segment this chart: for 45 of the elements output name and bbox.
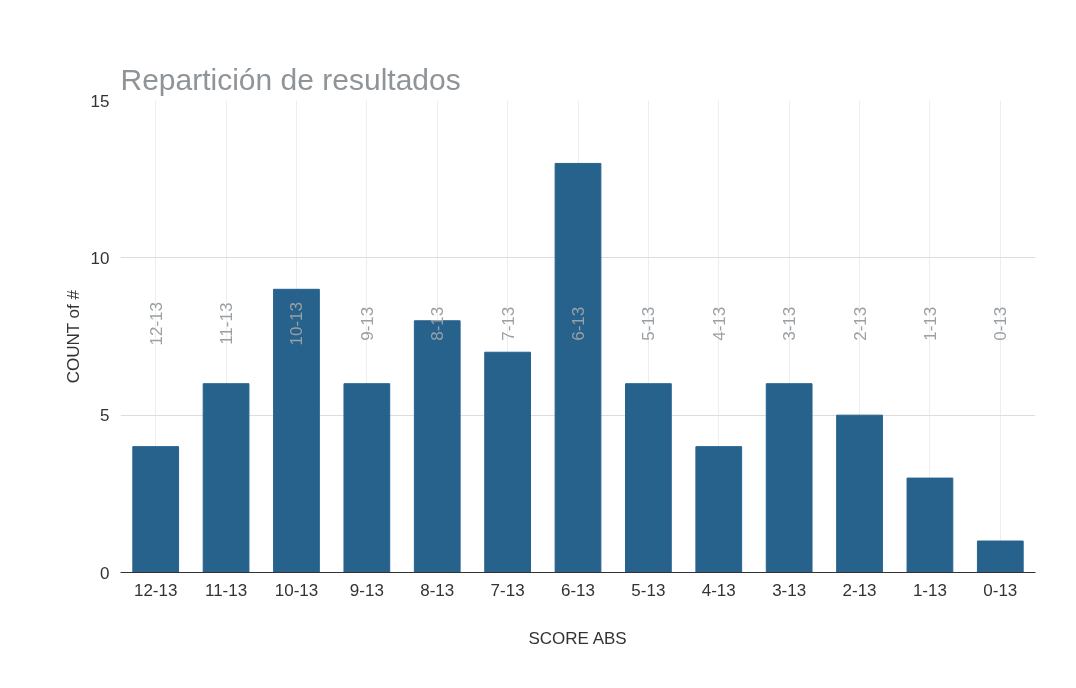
x-tick-label: 10-13	[274, 580, 319, 600]
bar	[273, 288, 320, 573]
x-tick-label: 9-13	[349, 580, 384, 600]
bar	[906, 477, 954, 573]
annotation: 7-13	[498, 306, 518, 341]
x-axis-title: SCORE ABS	[528, 628, 627, 648]
annotation: 1-13	[920, 306, 940, 341]
y-tick-label: 5	[100, 406, 110, 426]
annotation: 10-13	[287, 302, 307, 346]
chart-title: Repartición de resultados	[120, 62, 461, 96]
x-tick-label: 2-13	[842, 580, 877, 600]
bar	[695, 446, 743, 573]
bar	[132, 446, 180, 573]
x-tick-label: 1-13	[912, 580, 947, 600]
annotation: 5-13	[639, 306, 659, 341]
bar	[484, 351, 531, 573]
x-tick-label: 11-13	[204, 580, 248, 600]
bar	[765, 383, 813, 573]
x-tick-label: 4-13	[701, 580, 736, 600]
annotation: 3-13	[780, 306, 800, 341]
x-tick-label: 0-13	[983, 580, 1018, 600]
bar	[343, 383, 391, 573]
y-tick-label: 15	[90, 91, 110, 111]
annotation: 0-13	[991, 306, 1011, 341]
x-tick-label: 7-13	[490, 580, 525, 600]
annotation: 11-13	[217, 302, 237, 345]
annotation: 2-13	[850, 306, 870, 341]
y-tick-label: 10	[90, 248, 110, 268]
x-tick-label: 3-13	[772, 580, 807, 600]
annotation: 4-13	[709, 306, 729, 341]
bar	[554, 162, 602, 573]
y-tick-label: 0	[100, 563, 110, 583]
annotation: 8-13	[428, 306, 448, 341]
bar	[625, 383, 672, 573]
bar	[836, 414, 883, 573]
x-tick-label: 5-13	[631, 580, 666, 600]
x-tick-label: 12-13	[133, 580, 178, 600]
annotation: 6-13	[569, 306, 588, 341]
annotation: 9-13	[357, 306, 377, 341]
x-tick-label: 6-13	[560, 580, 596, 600]
bar	[202, 383, 250, 573]
y-axis-title: COUNT of #	[63, 289, 83, 384]
bar	[976, 540, 1024, 573]
x-tick-label: 8-13	[420, 580, 455, 600]
annotation: 12-13	[146, 302, 166, 346]
